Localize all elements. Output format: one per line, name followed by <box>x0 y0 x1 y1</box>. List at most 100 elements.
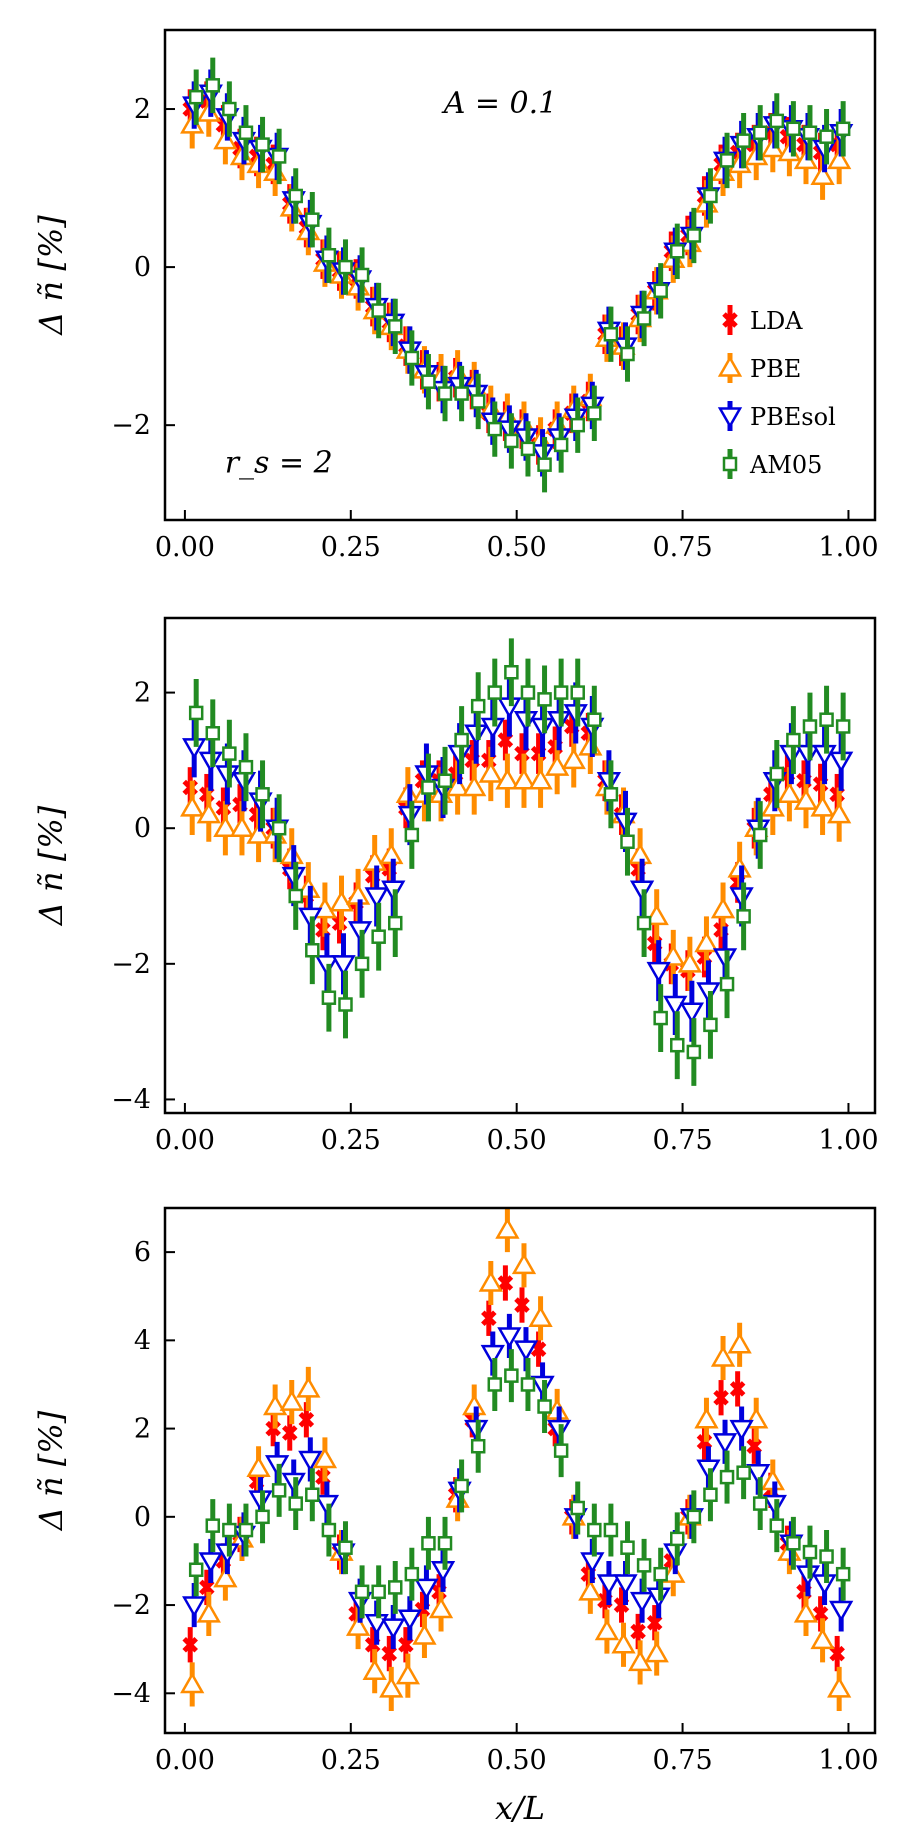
data-point <box>553 1443 569 1458</box>
legend-handle-lda <box>722 312 738 328</box>
data-point <box>829 1600 854 1622</box>
data-point <box>198 1552 223 1574</box>
data-point <box>686 1044 702 1060</box>
data-point <box>404 827 420 843</box>
data-point <box>364 887 389 909</box>
data-point <box>703 1487 718 1503</box>
data-point <box>710 897 736 919</box>
data-point <box>345 1614 371 1636</box>
legend: LDA PBE PBEsol AM05 <box>717 305 836 479</box>
legend-label-pbe: PBE <box>750 355 801 383</box>
data-point <box>371 1584 386 1600</box>
data-point <box>736 1465 751 1480</box>
data-point <box>229 815 255 837</box>
data-point <box>281 1425 298 1441</box>
data-point <box>561 747 586 770</box>
data-point <box>703 1017 718 1033</box>
data-point <box>777 781 802 804</box>
data-point <box>421 374 436 389</box>
data-point <box>819 1549 834 1564</box>
x-tick-label: 0.25 <box>321 1745 381 1776</box>
data-point <box>769 1518 785 1533</box>
data-point <box>553 437 569 453</box>
x-tick-label: 1.00 <box>818 532 878 563</box>
data-point <box>710 1345 736 1367</box>
data-point <box>421 780 436 795</box>
data-point <box>470 394 486 409</box>
data-point <box>196 1601 221 1623</box>
data-point <box>381 1618 406 1640</box>
data-point <box>454 732 469 748</box>
data-point <box>262 1394 288 1416</box>
data-point <box>603 787 619 802</box>
data-point <box>520 1377 536 1392</box>
legend-handle-pbe <box>717 355 743 377</box>
data-point <box>495 768 520 790</box>
data-point <box>454 1478 469 1494</box>
data-point <box>511 1252 537 1275</box>
legend-handle-pbesol <box>717 407 743 429</box>
data-point <box>238 759 254 775</box>
data-point <box>719 1469 735 1485</box>
data-point <box>810 163 835 185</box>
data-point <box>587 712 602 727</box>
data-point <box>694 930 719 953</box>
data-point <box>746 1438 763 1455</box>
data-point <box>819 712 834 727</box>
data-point <box>819 129 834 144</box>
data-point <box>199 1579 215 1596</box>
data-point <box>630 1623 646 1640</box>
data-point <box>395 1663 421 1685</box>
y-axis-label: Δ ñ [%] <box>32 805 70 927</box>
data-point <box>663 995 688 1018</box>
series-am05 <box>188 638 851 1086</box>
data-point <box>613 1574 638 1596</box>
data-point <box>827 1676 852 1698</box>
data-point <box>421 1536 436 1551</box>
data-point <box>827 802 852 824</box>
data-point <box>644 1641 669 1663</box>
y-tick-label: 2 <box>134 678 151 709</box>
data-point <box>802 719 818 734</box>
data-point <box>578 1579 603 1601</box>
data-point <box>769 113 785 129</box>
data-point <box>653 1566 668 1582</box>
data-point <box>298 1411 315 1428</box>
axes-frame <box>163 616 877 1115</box>
data-point <box>829 1645 845 1662</box>
y-tick-label: 2 <box>134 94 151 125</box>
data-point <box>379 1676 404 1698</box>
data-point <box>321 247 337 263</box>
data-point <box>545 754 570 776</box>
y-tick-label: −2 <box>111 1590 151 1621</box>
data-point <box>670 1037 685 1053</box>
data-point <box>644 903 669 926</box>
data-point <box>620 834 635 850</box>
y-tick-label: −4 <box>111 1678 151 1709</box>
data-point <box>213 1566 238 1588</box>
x-tick-label: 0.75 <box>653 1125 713 1156</box>
data-point <box>746 1463 771 1486</box>
data-point <box>653 283 668 299</box>
data-point <box>504 433 519 449</box>
data-point <box>388 319 403 334</box>
x-tick-label: 0.75 <box>653 532 713 563</box>
data-point <box>428 1596 454 1619</box>
data-point <box>305 943 320 958</box>
y-axis-label: Δ ñ [%] <box>32 215 70 337</box>
data-point <box>537 457 552 472</box>
x-tick-label: 0.50 <box>487 532 547 563</box>
data-point <box>188 705 204 721</box>
data-point <box>537 1399 552 1414</box>
data-point <box>636 915 652 931</box>
data-point <box>497 1327 522 1349</box>
data-point <box>487 421 503 437</box>
data-point <box>786 121 801 137</box>
data-point <box>603 327 619 342</box>
data-point <box>188 89 204 105</box>
data-point <box>752 125 768 140</box>
data-point <box>271 820 287 836</box>
data-point <box>371 929 386 944</box>
data-point <box>180 795 205 817</box>
